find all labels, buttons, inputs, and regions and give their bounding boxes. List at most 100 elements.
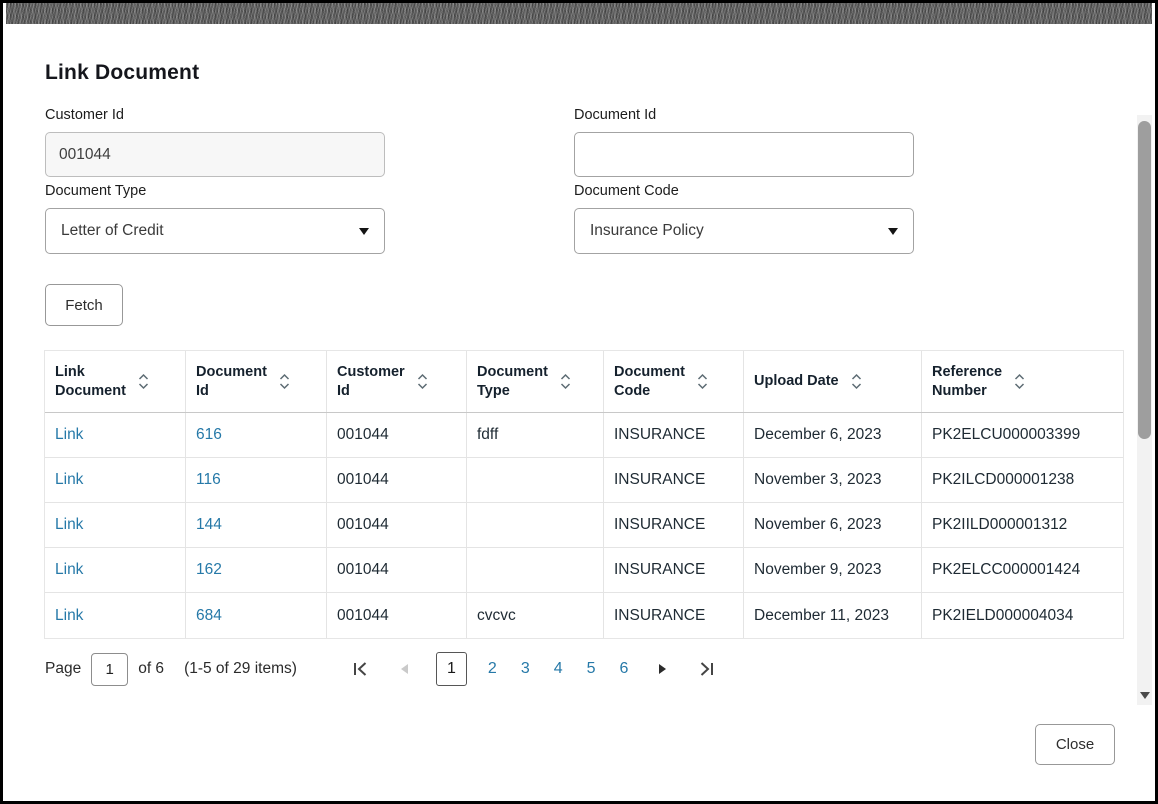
- reference-number-cell: PK2IILD000001312: [932, 516, 1068, 533]
- document-id-field: Document Id: [574, 107, 914, 177]
- column-header-customer-id[interactable]: Customer Id: [327, 351, 467, 412]
- column-header-document-id[interactable]: Document Id: [186, 351, 327, 412]
- document-type-cell: cvcvc: [467, 593, 604, 638]
- table-row: Link 616 001044 fdff INSURANCE December …: [45, 413, 1123, 458]
- link-document-link[interactable]: Link: [55, 426, 84, 443]
- document-type-field: Document Type Letter of Credit: [45, 183, 385, 254]
- document-code-cell: INSURANCE: [604, 413, 744, 457]
- scrollbar-thumb[interactable]: [1138, 121, 1151, 439]
- document-id-link[interactable]: 616: [196, 426, 222, 443]
- skip-first-icon: [354, 662, 367, 676]
- document-id-link[interactable]: 144: [196, 516, 222, 533]
- page-link-3[interactable]: 3: [520, 660, 530, 677]
- arrow-down-icon: [1139, 691, 1150, 699]
- link-document-link[interactable]: Link: [55, 471, 84, 488]
- next-page-button[interactable]: [647, 654, 677, 684]
- sort-icon[interactable]: [560, 373, 571, 390]
- customer-id-label: Customer Id: [45, 107, 124, 123]
- table-row: Link 162 001044 INSURANCE November 9, 20…: [45, 548, 1123, 593]
- reference-number-cell: PK2ELCU000003399: [932, 426, 1081, 443]
- page-link-4[interactable]: 4: [553, 660, 563, 677]
- column-header-link-document[interactable]: Link Document: [45, 351, 186, 412]
- document-id-link[interactable]: 162: [196, 561, 222, 578]
- close-button[interactable]: Close: [1035, 724, 1115, 765]
- reference-number-cell: PK2ELCC000001424: [932, 561, 1081, 578]
- document-code-value: Insurance Policy: [590, 222, 704, 239]
- document-id-input[interactable]: [574, 132, 914, 177]
- sort-icon[interactable]: [851, 373, 862, 390]
- upload-date-cell: December 11, 2023: [744, 593, 922, 638]
- customer-id-cell: 001044: [327, 413, 467, 457]
- sort-icon[interactable]: [697, 373, 708, 390]
- document-code-field: Document Code Insurance Policy: [574, 183, 914, 254]
- column-header-document-type[interactable]: Document Type: [467, 351, 604, 412]
- document-id-link[interactable]: 116: [196, 471, 221, 488]
- chevron-right-icon: [659, 664, 667, 674]
- sort-icon[interactable]: [138, 373, 149, 390]
- document-type-cell: fdff: [467, 413, 604, 457]
- current-page-indicator: 1: [435, 652, 467, 686]
- document-code-cell: INSURANCE: [604, 503, 744, 547]
- document-id-link[interactable]: 684: [196, 606, 222, 624]
- table-row: Link 144 001044 INSURANCE November 6, 20…: [45, 503, 1123, 548]
- document-type-cell: [467, 548, 604, 592]
- sort-icon[interactable]: [1014, 373, 1025, 390]
- document-code-cell: INSURANCE: [604, 458, 744, 502]
- pagination-bar: Page of 6 (1-5 of 29 items) 1 2 3 4 5 6: [45, 649, 1123, 689]
- document-id-label: Document Id: [574, 107, 657, 123]
- documents-table: Link Document Document Id Customer Id Do…: [44, 350, 1124, 639]
- chevron-left-icon: [400, 664, 408, 674]
- table-header-row: Link Document Document Id Customer Id Do…: [45, 351, 1123, 413]
- previous-page-button[interactable]: [390, 654, 420, 684]
- chevron-down-icon: [888, 227, 898, 235]
- reference-number-cell: PK2IELD000004034: [932, 606, 1074, 624]
- skip-last-icon: [700, 662, 713, 676]
- document-code-cell: INSURANCE: [604, 593, 744, 638]
- customer-id-cell: 001044: [327, 503, 467, 547]
- last-page-button[interactable]: [691, 654, 721, 684]
- document-code-select[interactable]: Insurance Policy: [574, 208, 914, 254]
- upload-date-cell: December 6, 2023: [744, 413, 922, 457]
- sort-icon[interactable]: [417, 373, 428, 390]
- column-header-document-code[interactable]: Document Code: [604, 351, 744, 412]
- page-total-label: of 6: [138, 660, 165, 677]
- document-type-label: Document Type: [45, 183, 147, 199]
- first-page-button[interactable]: [346, 654, 376, 684]
- customer-id-input[interactable]: [45, 132, 385, 177]
- page-link-2[interactable]: 2: [487, 660, 497, 677]
- document-code-cell: INSURANCE: [604, 548, 744, 592]
- link-document-link[interactable]: Link: [55, 516, 84, 533]
- fetch-button[interactable]: Fetch: [45, 284, 123, 326]
- page-link-5[interactable]: 5: [586, 660, 596, 677]
- reference-number-cell: PK2ILCD000001238: [932, 471, 1075, 488]
- page-link-6[interactable]: 6: [619, 660, 629, 677]
- document-type-select[interactable]: Letter of Credit: [45, 208, 385, 254]
- customer-id-field: Customer Id: [45, 107, 385, 177]
- scroll-down-button[interactable]: [1137, 688, 1152, 702]
- pagination-nav: 1 2 3 4 5 6: [339, 652, 729, 686]
- items-range-label: (1-5 of 29 items): [184, 660, 297, 677]
- page-number-input[interactable]: [91, 652, 129, 686]
- column-header-upload-date[interactable]: Upload Date: [744, 351, 922, 412]
- link-document-link[interactable]: Link: [55, 606, 84, 624]
- dialog-title: Link Document: [45, 61, 200, 84]
- table-row: Link 684 001044 cvcvc INSURANCE December…: [45, 593, 1123, 638]
- vertical-scrollbar[interactable]: [1137, 115, 1152, 705]
- sort-icon[interactable]: [279, 373, 290, 390]
- document-type-value: Letter of Credit: [61, 222, 164, 239]
- document-code-label: Document Code: [574, 183, 679, 199]
- upload-date-cell: November 6, 2023: [744, 503, 922, 547]
- customer-id-cell: 001044: [327, 548, 467, 592]
- texture-strip: [6, 3, 1152, 24]
- page-label: Page: [45, 660, 82, 677]
- table-row: Link 116 001044 INSURANCE November 3, 20…: [45, 458, 1123, 503]
- chevron-down-icon: [359, 227, 369, 235]
- column-header-reference-number[interactable]: Reference Number: [922, 351, 1123, 412]
- upload-date-cell: November 9, 2023: [744, 548, 922, 592]
- document-type-cell: [467, 458, 604, 502]
- link-document-link[interactable]: Link: [55, 561, 84, 578]
- document-type-cell: [467, 503, 604, 547]
- customer-id-cell: 001044: [327, 458, 467, 502]
- customer-id-cell: 001044: [327, 593, 467, 638]
